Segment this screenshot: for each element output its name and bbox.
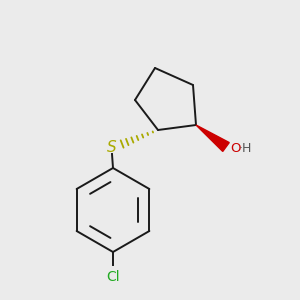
Polygon shape xyxy=(196,125,229,152)
Text: O: O xyxy=(230,142,241,154)
Text: ·H: ·H xyxy=(239,142,252,154)
Text: S: S xyxy=(107,140,117,155)
Text: Cl: Cl xyxy=(106,270,120,284)
